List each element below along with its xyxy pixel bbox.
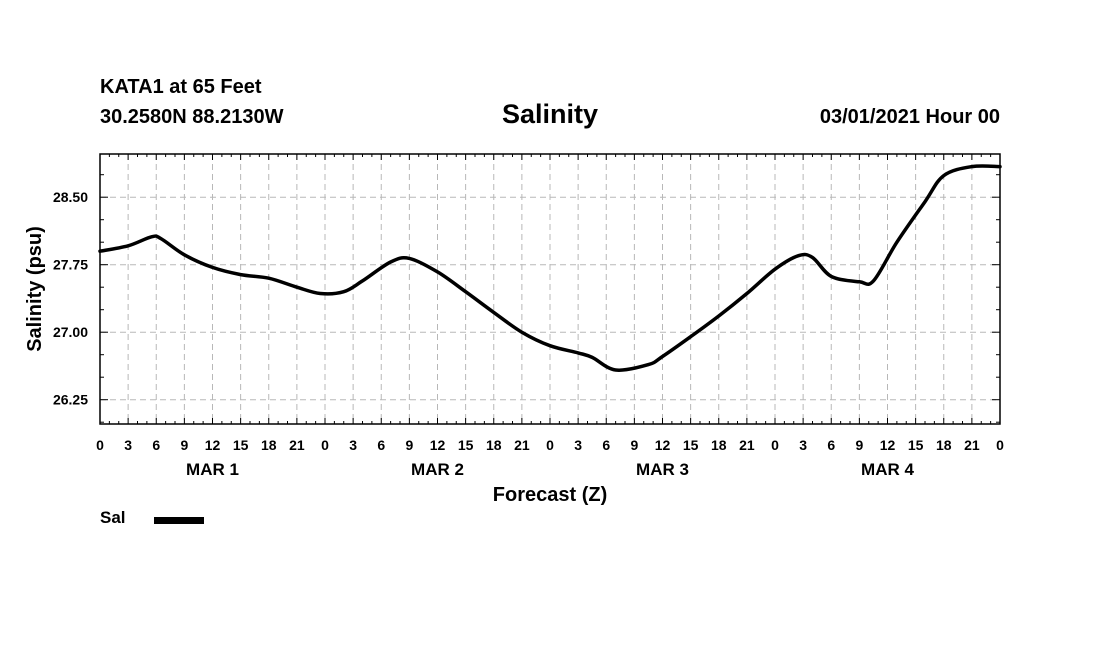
legend: Sal xyxy=(100,508,204,528)
y-axis-label: Salinity (psu) xyxy=(24,226,46,352)
x-tick-label: 21 xyxy=(289,437,305,453)
chart-title: Salinity xyxy=(501,99,599,129)
x-tick-label: 6 xyxy=(377,437,385,453)
x-tick-label: 9 xyxy=(180,437,188,453)
x-tick-label: 15 xyxy=(458,437,474,453)
y-tick-label: 27.75 xyxy=(53,257,88,273)
x-tick-label: 12 xyxy=(430,437,446,453)
x-tick-label: 18 xyxy=(936,437,952,453)
day-label: MAR 2 xyxy=(411,460,464,479)
x-tick-label: 6 xyxy=(602,437,610,453)
legend-swatch-sal xyxy=(153,516,204,524)
x-tick-label: 0 xyxy=(546,437,554,453)
x-tick-label: 21 xyxy=(514,437,530,453)
x-tick-label: 3 xyxy=(124,437,132,453)
x-tick-label: 15 xyxy=(233,437,249,453)
x-tick-label: 0 xyxy=(771,437,779,453)
x-tick-label: 6 xyxy=(152,437,160,453)
x-axis-label: Forecast (Z) xyxy=(493,484,607,506)
series-layer xyxy=(98,164,1002,372)
x-tick-label: 3 xyxy=(799,437,807,453)
day-label: MAR 1 xyxy=(186,460,239,479)
x-tick-label: 18 xyxy=(261,437,277,453)
x-tick-label: 9 xyxy=(855,437,863,453)
x-tick-label: 15 xyxy=(683,437,699,453)
x-tick-label: 0 xyxy=(321,437,329,453)
series-line-sal xyxy=(98,164,1002,372)
x-tick-label: 0 xyxy=(996,437,1004,453)
x-tick-label: 3 xyxy=(574,437,582,453)
x-tick-label: 18 xyxy=(486,437,502,453)
x-tick-label: 15 xyxy=(908,437,924,453)
x-tick-label: 9 xyxy=(630,437,638,453)
x-tick-label: 21 xyxy=(739,437,755,453)
day-label: MAR 3 xyxy=(636,460,689,479)
forecast-datetime: 03/01/2021 Hour 00 xyxy=(819,106,1000,128)
x-tick-label: 12 xyxy=(880,437,896,453)
y-tick-label: 26.25 xyxy=(53,392,88,408)
y-tick-label: 27.00 xyxy=(53,324,88,340)
x-tick-label: 3 xyxy=(349,437,357,453)
y-tick-label: 28.50 xyxy=(53,189,88,205)
x-tick-label: 21 xyxy=(964,437,980,453)
station-coordinates: 30.2580N 88.2130W xyxy=(100,106,284,128)
x-tick-label: 6 xyxy=(827,437,835,453)
x-tick-label: 9 xyxy=(405,437,413,453)
x-tick-label: 12 xyxy=(655,437,671,453)
x-tick-label: 18 xyxy=(711,437,727,453)
axis-labels: 0 3 6 9 12 15 18 21 0 3 6 9 12 15 18 21 0 3 6 9 12 15 18 21 0 3 6 9… xyxy=(53,189,1004,479)
x-tick-label: 12 xyxy=(205,437,221,453)
x-tick-label: 0 xyxy=(96,437,104,453)
grid-lines xyxy=(100,154,1000,424)
legend-label-sal: Sal xyxy=(100,508,126,527)
day-label: MAR 4 xyxy=(861,460,914,479)
station-label: KATA1 at 65 Feet xyxy=(100,76,262,98)
plot-frame xyxy=(99,153,1001,425)
